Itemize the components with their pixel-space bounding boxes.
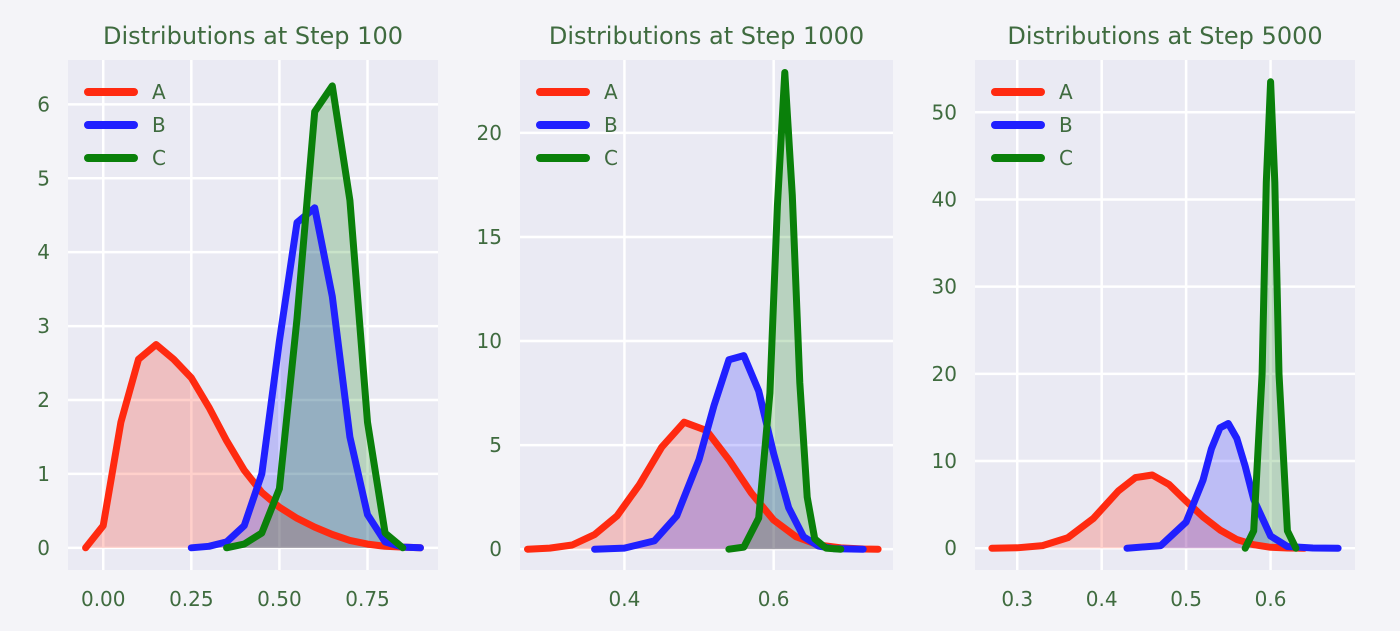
- legend-label-B: B: [604, 113, 618, 137]
- x-tick-label: 0.50: [257, 587, 302, 611]
- chart-title: Distributions at Step 5000: [1007, 22, 1322, 50]
- y-tick-label: 3: [37, 314, 50, 338]
- y-tick-label: 20: [932, 362, 957, 386]
- y-tick-label: 0: [944, 536, 957, 560]
- x-tick-label: 0.4: [1086, 587, 1118, 611]
- density-fill-C: [1245, 81, 1296, 549]
- density-fill-C: [226, 85, 403, 548]
- y-tick-label: 30: [932, 275, 957, 299]
- density-fill-A: [527, 422, 879, 550]
- density-fill-B: [191, 207, 421, 548]
- y-tick-label: 0: [37, 536, 50, 560]
- legend-label-A: A: [1059, 80, 1073, 104]
- y-tick-label: 5: [489, 433, 502, 457]
- panel-2: 0.4 0.6 0 5 10 15 20 Distributions at Step 1000…: [477, 22, 893, 611]
- density-fill-C: [728, 72, 841, 550]
- plot-area: [520, 60, 893, 570]
- y-tick-label: 20: [477, 121, 502, 145]
- y-tick-label: 0: [489, 537, 502, 561]
- y-tick-label: 2: [37, 388, 50, 412]
- x-tick-label: 0.00: [81, 587, 126, 611]
- legend: ABC: [536, 80, 618, 170]
- legend: ABC: [991, 80, 1073, 170]
- x-tick-label: 0.3: [1001, 587, 1033, 611]
- y-tick-label: 5: [37, 166, 50, 190]
- y-tick-label: 10: [932, 449, 957, 473]
- y-tick-label: 15: [477, 225, 502, 249]
- panel-1: 0.00 0.25 0.50 0.75 0 1 2 3 4 5 6 Distributions at …: [37, 22, 438, 611]
- x-tick-label: 0.5: [1170, 587, 1202, 611]
- legend-label-A: A: [152, 80, 166, 104]
- y-tick-label: 4: [37, 240, 50, 264]
- y-tick-label: 10: [477, 329, 502, 353]
- legend-label-C: C: [152, 146, 166, 170]
- legend-label-C: C: [1059, 146, 1073, 170]
- legend-label-C: C: [604, 146, 618, 170]
- x-tick-label: 0.4: [609, 587, 641, 611]
- density-fill-B: [594, 355, 864, 550]
- legend: ABC: [84, 80, 166, 170]
- y-tick-label: 1: [37, 462, 50, 486]
- density-line-C: [725, 69, 845, 553]
- density-fill-A: [991, 475, 1305, 549]
- density-line-A: [988, 471, 1308, 552]
- y-tick-label: 50: [932, 100, 957, 124]
- legend-label-A: A: [604, 80, 618, 104]
- density-line-B: [1123, 420, 1342, 552]
- chart-title: Distributions at Step 1000: [549, 22, 864, 50]
- legend-label-B: B: [152, 113, 166, 137]
- density-fill-B: [1127, 423, 1339, 549]
- density-line-C: [1241, 78, 1300, 552]
- x-tick-label: 0.6: [758, 587, 790, 611]
- density-line-A: [82, 341, 424, 552]
- density-line-B: [591, 352, 867, 553]
- panel-3: 0.3 0.4 0.5 0.6 0 10 20 30 40 50 Distributions at …: [932, 22, 1355, 611]
- chart-title: Distributions at Step 100: [103, 22, 403, 50]
- density-fill-A: [85, 344, 421, 548]
- x-tick-label: 0.6: [1255, 587, 1287, 611]
- y-tick-label: 40: [932, 187, 957, 211]
- legend-label-B: B: [1059, 113, 1073, 137]
- y-tick-label: 6: [37, 92, 50, 116]
- x-tick-label: 0.25: [169, 587, 214, 611]
- x-tick-label: 0.75: [345, 587, 390, 611]
- density-line-C: [223, 82, 407, 552]
